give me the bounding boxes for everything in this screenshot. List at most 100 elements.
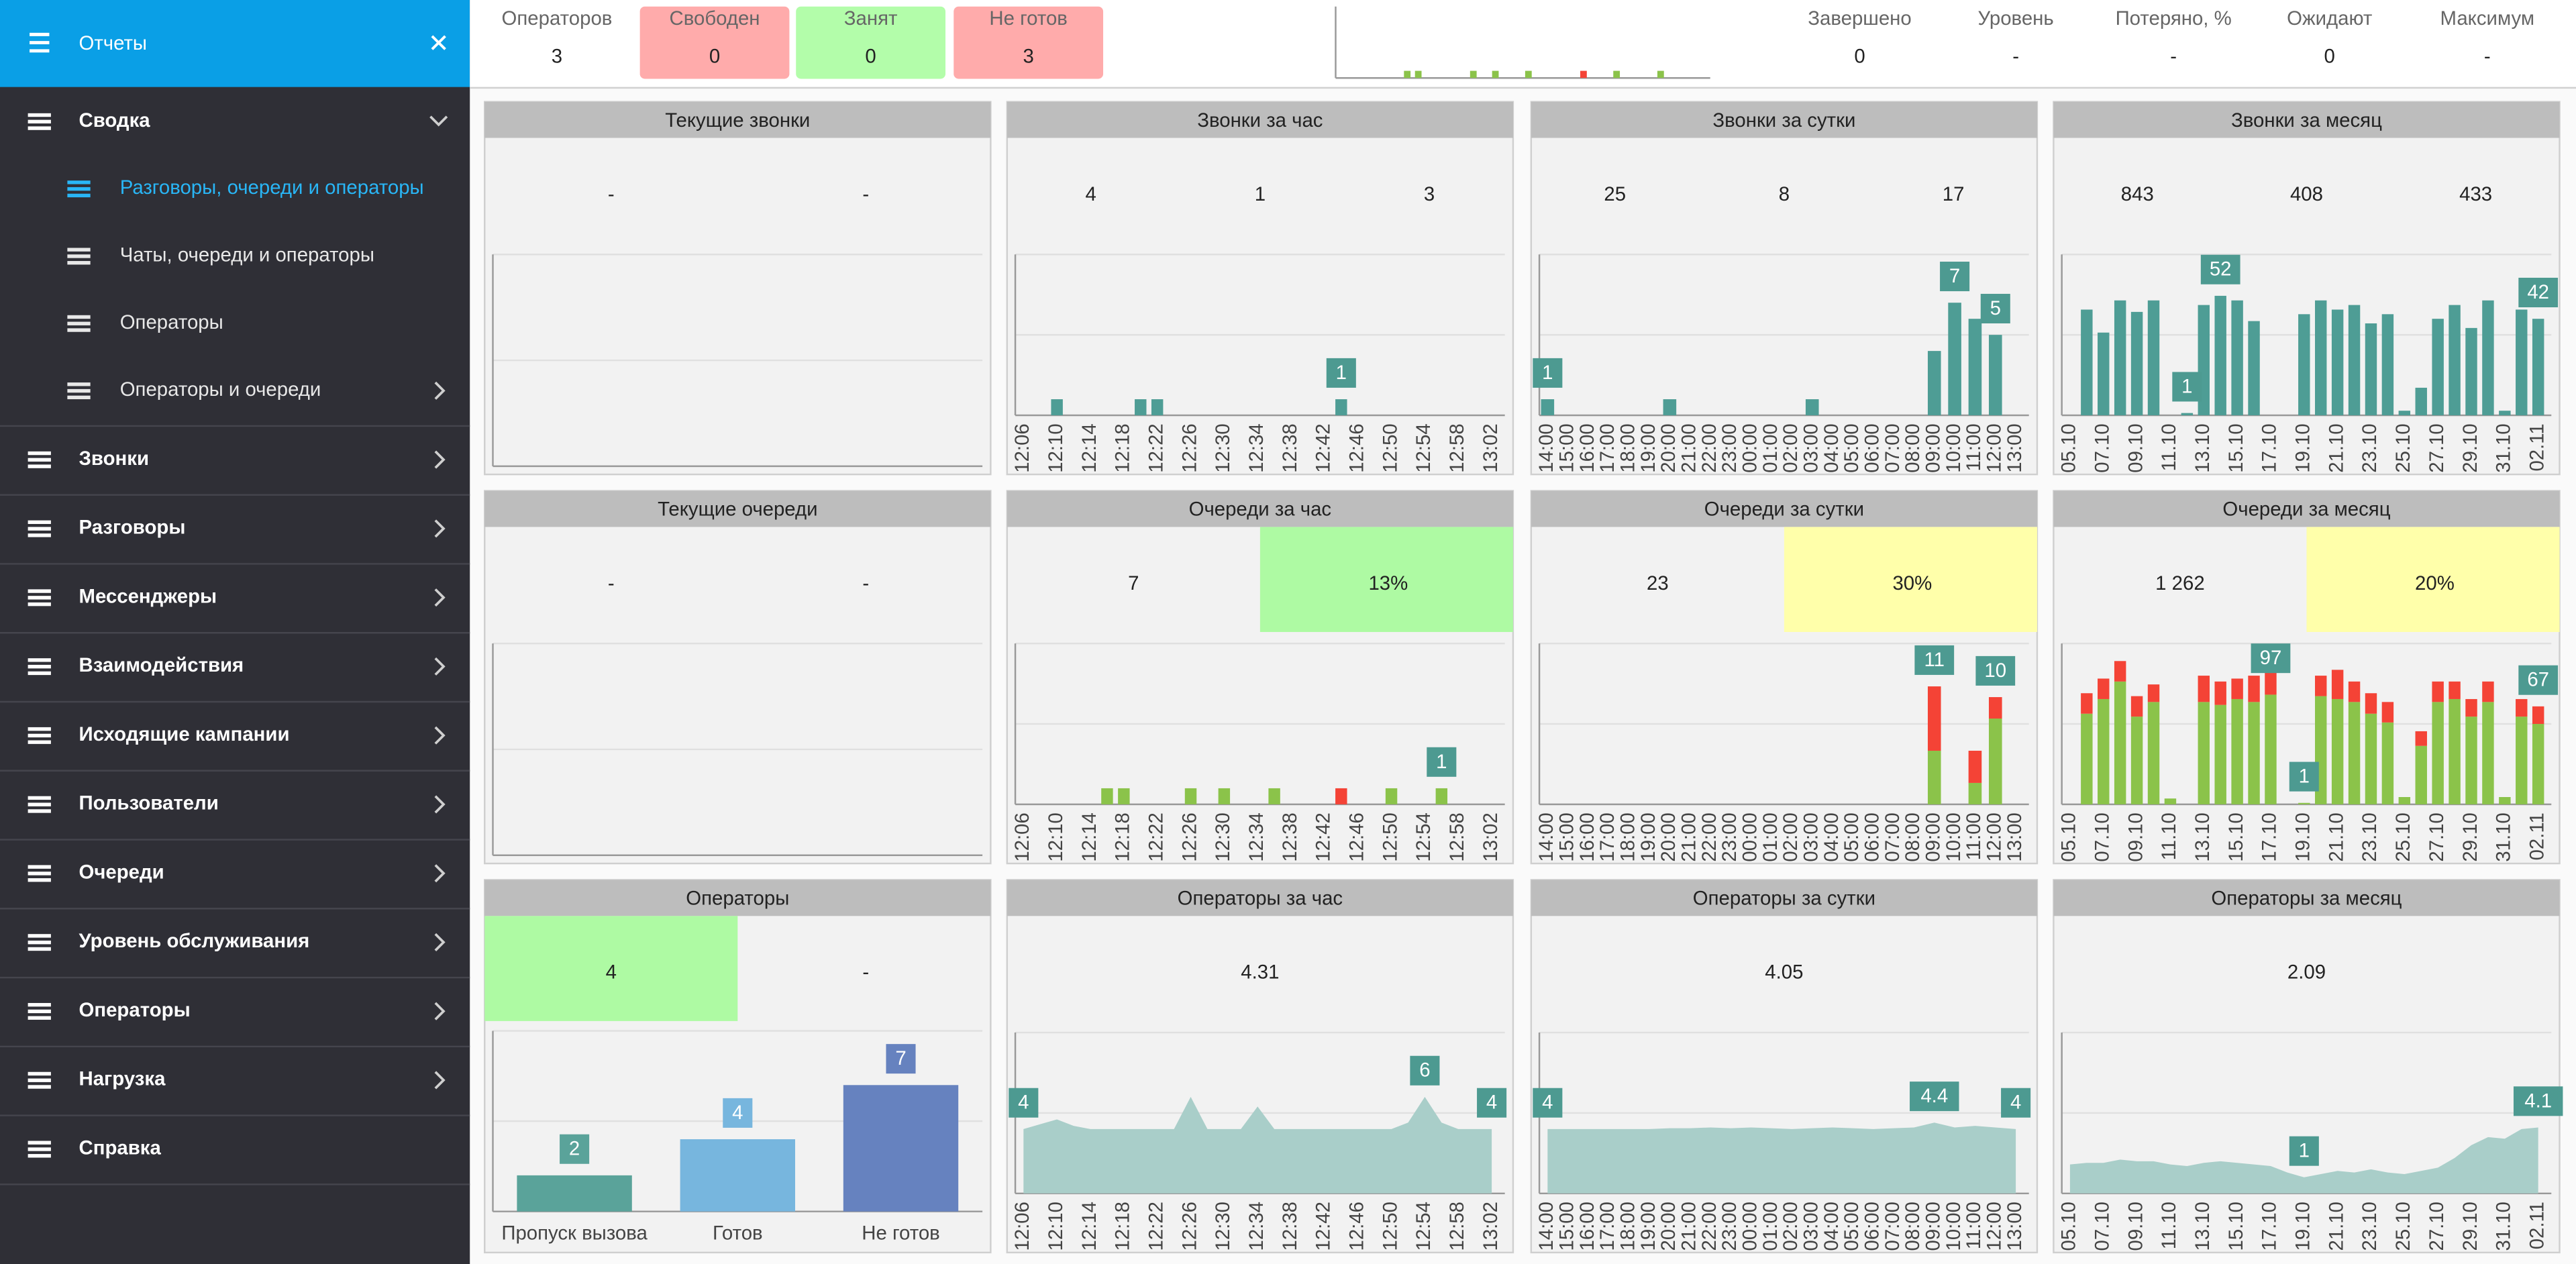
menu-item[interactable]: Уровень обслуживания [79,930,310,952]
bar-segment [1385,788,1398,804]
x-tick-label: 12:50 [1379,423,1401,472]
menu-icon [28,119,51,123]
panel-header [1007,101,1513,138]
menu-item[interactable]: Сводка [79,109,151,131]
bar-segment [2231,678,2243,699]
x-tick-label: 15:00 [1555,1202,1578,1251]
bar-segment [2248,676,2260,702]
bar-segment [2449,681,2461,699]
x-tick-label: 05:00 [1841,1202,1863,1251]
x-tick-label: 16:00 [1576,812,1598,861]
menu-item[interactable]: Операторы [79,999,191,1021]
data-label: 52 [2210,258,2232,280]
menu-item[interactable]: Разговоры [79,517,186,539]
x-tick-label: 22:00 [1698,812,1720,861]
bar [2415,387,2427,416]
x-tick-label: 16:00 [1576,423,1598,472]
submenu-item[interactable]: Операторы и очереди [120,378,321,401]
bar [2381,314,2394,416]
menu-item[interactable]: Очереди [79,861,164,883]
x-tick-label: 31.10 [2493,812,2515,861]
menu-icon [28,940,51,945]
panel-title: Текущие очереди [658,498,817,521]
menu-icon [28,602,51,607]
menu-item[interactable]: Исходящие кампании [79,723,290,745]
data-label-badge [2200,254,2240,284]
x-tick-label: 12:42 [1312,1202,1335,1251]
x-tick-label: 12:42 [1312,423,1335,472]
x-tick-label: 12:54 [1412,812,1435,861]
submenu-item[interactable]: Разговоры, очереди и операторы [120,176,424,199]
bar-segment [2331,698,2344,804]
bar [2465,327,2477,416]
data-label-badge [886,1044,916,1074]
bar-segment [1101,788,1113,804]
stat-value: 0 [709,45,720,67]
figure-value: 4 [1086,183,1096,205]
menu-item[interactable]: Нагрузка [79,1068,166,1090]
menu-icon [28,589,51,593]
submenu-item[interactable]: Чаты, очереди и операторы [120,244,374,266]
x-tick-label: 12:38 [1279,423,1301,472]
mini-bar [1470,70,1477,78]
close-button[interactable] [431,35,446,50]
figure-highlight [1259,527,1513,632]
menu-item[interactable]: Звонки [79,447,150,470]
x-tick-label: 12:26 [1178,812,1200,861]
x-tick-label: 29.10 [2459,423,2481,472]
menu-icon [28,1078,51,1082]
bar-segment [1927,686,1941,751]
chevron [434,588,446,607]
x-tick-label: 17:00 [1596,1202,1618,1251]
x-tick-label: 27.10 [2426,1202,2448,1251]
data-label-badge [1477,1088,1507,1118]
chevron [434,1002,446,1020]
x-tick-label: 11:00 [1963,423,1985,471]
data-label: 4 [2010,1092,2021,1114]
data-label: 67 [2527,669,2549,691]
x-tick-label: 05:00 [1841,812,1863,861]
total-value: 0 [1854,45,1865,67]
data-label: 42 [2527,281,2549,303]
menu-icon [28,809,51,813]
bar-segment [2365,713,2377,804]
bar [1948,303,1961,416]
x-tick-label: 21.10 [2325,812,2347,861]
panel-header [484,490,991,527]
bar-segment [2465,698,2477,717]
x-tick-label: Пропуск вызова [501,1222,648,1245]
x-tick-label: 22:00 [1698,1202,1720,1251]
panel-title: Очереди за час [1189,498,1331,521]
stat-label: Занят [844,7,898,30]
bar-segment [2098,698,2110,804]
menu-item[interactable]: Справка [79,1137,162,1159]
bar-segment [2449,698,2461,804]
x-tick-label: 10:00 [1943,423,1965,472]
data-label-badge [2172,372,2202,402]
submenu-item[interactable]: Операторы [120,311,223,333]
menu-icon [28,1016,51,1020]
bar-segment [2298,802,2310,804]
data-label: 4 [1486,1092,1497,1114]
figure-highlight [1784,527,2037,632]
menu-item[interactable]: Взаимодействия [79,654,244,676]
x-tick-label: 12:34 [1245,812,1268,861]
menu-icon [28,451,51,456]
menu-icon [67,382,91,386]
bar [2314,300,2327,416]
x-tick-label: 12:38 [1279,812,1301,861]
data-label-badge [1009,1088,1039,1118]
x-tick-label: 01:00 [1759,1202,1782,1251]
x-tick-label: 15.10 [2225,1202,2247,1251]
bar-segment [1218,788,1231,804]
x-tick-label: 12:10 [1045,812,1067,861]
bar-segment [2147,684,2160,702]
x-tick-label: 12:00 [1983,423,2006,472]
x-tick-label: 17.10 [2259,812,2281,861]
figure-value: - [862,572,869,594]
data-label: 1 [1542,362,1553,384]
bar-segment [2114,681,2126,804]
menu-icon [67,180,91,185]
menu-item[interactable]: Пользователи [79,792,219,814]
menu-item[interactable]: Мессенджеры [79,585,217,607]
